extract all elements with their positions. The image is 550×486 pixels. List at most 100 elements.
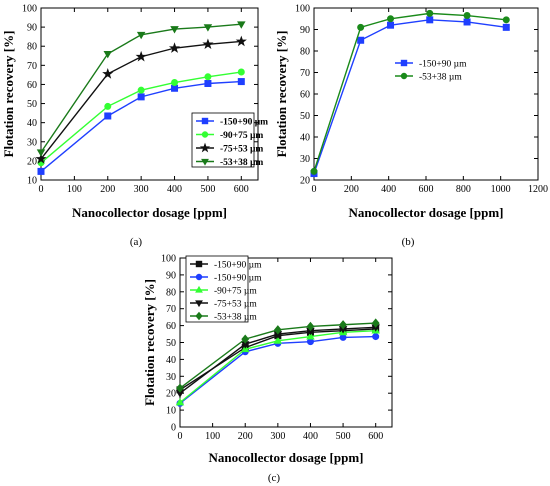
data-point [387, 15, 395, 23]
y-tick-label: 60 [300, 90, 310, 101]
x-tick-label: 300 [270, 431, 285, 442]
y-tick-label: 50 [300, 111, 310, 122]
data-point [171, 84, 179, 92]
y-tick-label: 90 [166, 270, 176, 281]
y-tick-label: 30 [27, 137, 37, 148]
x-tick-label: 400 [167, 184, 182, 195]
chart-c: 0 100 200 300 400 500 600 0 10 20 30 40 50 60 70 80 90 10… [142, 254, 393, 484]
y-tick-label: 90 [300, 25, 310, 36]
plot-frame [313, 7, 539, 181]
data-point [387, 21, 395, 29]
data-point [204, 73, 212, 81]
data-point [204, 79, 212, 87]
chart-a: 0 100 200 300 400 500 600 10 20 30 40 50 60 70 80 90 100… [1, 4, 268, 249]
data-point [306, 338, 314, 346]
legend-label: -90+75 µm [220, 131, 263, 141]
x-axis-title: Nanocollector dosage [ppm] [208, 450, 363, 465]
y-tick-label: 60 [27, 80, 37, 91]
legend-marker [201, 131, 209, 138]
x-tick-label: 400 [303, 431, 318, 442]
data-point [136, 31, 146, 40]
data-point [339, 333, 347, 341]
x-tick-label: 400 [381, 184, 396, 195]
series-line [40, 40, 242, 160]
legend-label: -150+90 µm [214, 261, 262, 271]
legend-label: -53+38 µm [214, 313, 257, 323]
x-tick-label: 600 [419, 184, 434, 195]
data-point [202, 38, 214, 50]
y-tick-label: 50 [27, 99, 37, 110]
data-point [273, 336, 283, 344]
x-tick-label: 500 [200, 184, 215, 195]
series-line [179, 322, 376, 389]
x-tick-label: 200 [238, 431, 253, 442]
data-point [168, 42, 181, 53]
data-point [237, 68, 245, 76]
data-point [357, 36, 365, 44]
y-tick-label: 10 [27, 176, 37, 187]
data-point [102, 68, 114, 79]
y-tick-label: 80 [166, 287, 176, 298]
data-point [237, 21, 246, 29]
data-point [463, 12, 471, 20]
y-tick-label: 20 [166, 389, 176, 400]
legend-label: -53+38 µm [220, 158, 263, 168]
legend-marker [195, 273, 203, 281]
y-tick-label: 90 [27, 23, 37, 34]
plot-frame [40, 7, 259, 181]
x-tick-label: 500 [336, 431, 351, 442]
x-tick-label: 300 [134, 184, 149, 195]
data-point [104, 112, 112, 120]
data-point [203, 24, 213, 32]
x-tick-label: 100 [205, 431, 220, 442]
y-tick-label: 40 [166, 355, 176, 366]
series-line [40, 23, 242, 153]
data-point [372, 333, 380, 341]
x-tick-label: 1200 [528, 184, 548, 195]
y-tick-label: 30 [166, 372, 176, 383]
y-tick-label: 100 [161, 254, 176, 265]
x-tick-label: 0 [178, 431, 183, 442]
legend-marker [195, 311, 203, 321]
y-tick-label: 100 [22, 4, 37, 15]
y-tick-label: 80 [300, 47, 310, 58]
x-tick-label: 600 [234, 184, 249, 195]
y-tick-label: 0 [171, 423, 176, 434]
y-tick-label: 70 [27, 61, 37, 72]
data-point [241, 334, 250, 344]
series-line [313, 19, 507, 174]
x-axis-title: Nanocollector dosage [ppm] [348, 205, 503, 220]
y-tick-label: 20 [300, 176, 310, 187]
data-point [170, 26, 179, 34]
legend-marker [195, 300, 203, 308]
data-point [135, 50, 147, 62]
x-tick-label: 200 [100, 184, 115, 195]
data-point [371, 318, 380, 328]
legend-label: -53+38 µm [419, 73, 462, 83]
y-tick-label: 40 [27, 118, 37, 129]
y-axis-title: Flotation recovery [%] [274, 31, 289, 158]
series-line [313, 12, 507, 172]
legend-label: -75+53 µm [220, 145, 263, 155]
chart-caption: (c) [268, 472, 281, 484]
x-tick-label: 800 [456, 184, 471, 195]
data-point [273, 325, 282, 335]
x-tick-label: 600 [368, 431, 383, 442]
data-point [339, 320, 348, 330]
data-point [426, 16, 434, 24]
data-point [35, 153, 47, 164]
x-axis-title: Nanocollector dosage [ppm] [72, 205, 227, 220]
legend-marker [400, 59, 408, 67]
series-line [40, 80, 242, 172]
x-tick-label: 100 [67, 184, 82, 195]
legend-label: -150+90 µm [214, 274, 262, 284]
legend-label: -150+90 µm [220, 118, 268, 128]
data-point [176, 383, 184, 393]
data-point [357, 23, 365, 31]
legend: -150+90 µm -150+90 µm -90+75 µm -75+53 µm -5… [185, 255, 262, 323]
data-point [37, 167, 45, 175]
series-line [179, 326, 376, 394]
legend-marker [201, 158, 209, 166]
data-point [137, 86, 145, 94]
